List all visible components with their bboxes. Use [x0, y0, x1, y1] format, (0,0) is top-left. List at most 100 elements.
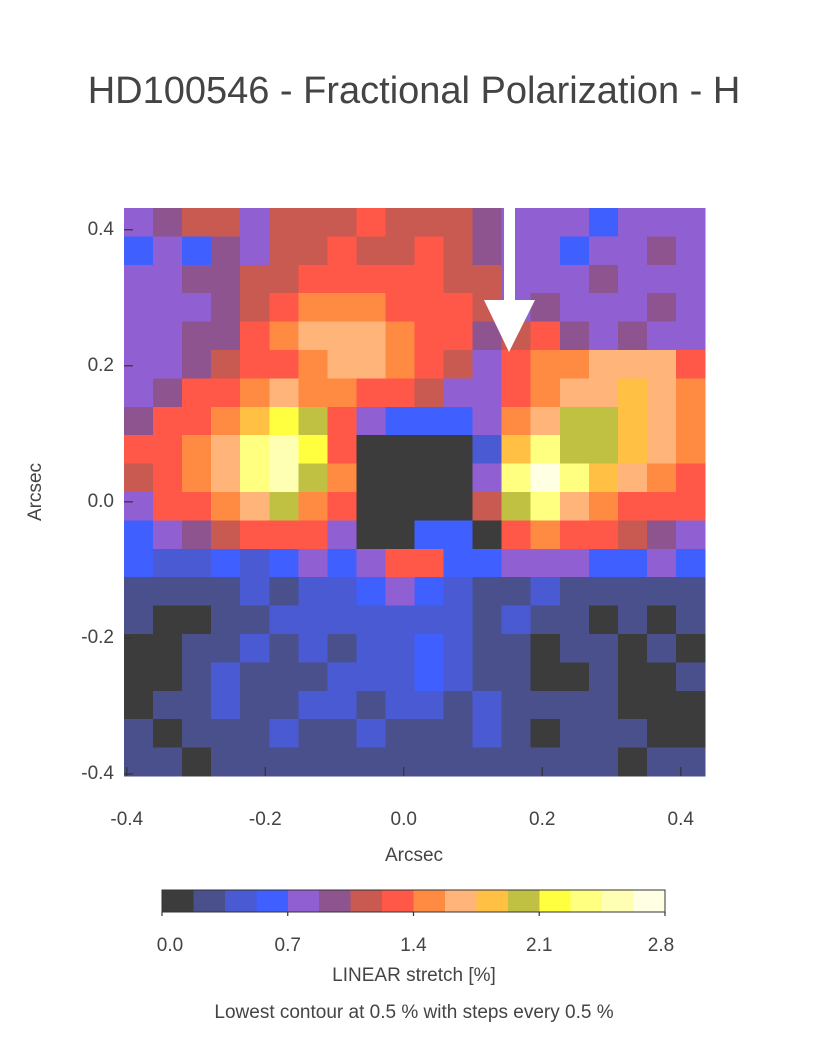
heatmap-cell — [646, 406, 677, 436]
heatmap-cell — [617, 747, 648, 777]
heatmap-cell — [617, 406, 648, 436]
heatmap-cell — [501, 520, 532, 550]
heatmap-cell — [646, 236, 677, 266]
heatmap-cell — [269, 605, 299, 635]
heatmap-cell — [472, 406, 503, 436]
colorbar-swatch — [539, 890, 572, 912]
heatmap-cell — [356, 747, 387, 777]
colorbar-tick-label: 0.0 — [157, 935, 183, 956]
heatmap-cell — [559, 690, 590, 720]
heatmap-cell — [443, 719, 474, 749]
heatmap-cell — [356, 378, 387, 408]
heatmap-cell — [588, 548, 619, 578]
heatmap-cell — [617, 378, 648, 408]
heatmap-cell — [153, 406, 183, 436]
heatmap-cell — [240, 350, 270, 379]
heatmap-cell — [617, 548, 648, 578]
heatmap-cell — [385, 719, 416, 749]
heatmap-cell — [124, 662, 154, 692]
heatmap-cell — [240, 605, 270, 635]
heatmap-cell — [501, 662, 532, 692]
heatmap-cell — [675, 406, 706, 436]
heatmap-cell — [472, 548, 503, 578]
heatmap-cell — [559, 208, 590, 237]
heatmap-cell — [617, 634, 648, 663]
heatmap-cell — [327, 435, 357, 465]
colorbar-swatch — [193, 890, 226, 912]
heatmap-cell — [588, 662, 619, 692]
heatmap-cell — [153, 719, 183, 749]
heatmap-cell — [385, 321, 416, 351]
heatmap-cell — [588, 350, 619, 379]
heatmap-cell — [472, 662, 503, 692]
heatmap-cell — [124, 548, 154, 578]
heatmap-cell — [298, 236, 328, 266]
heatmap-cell — [443, 350, 474, 379]
heatmap-cell — [356, 719, 387, 749]
heatmap-cell — [240, 577, 270, 607]
heatmap-cell — [327, 350, 357, 379]
heatmap-cell — [501, 350, 532, 379]
heatmap-cell — [443, 520, 474, 550]
heatmap-cell — [472, 264, 503, 294]
heatmap-cell — [298, 293, 328, 323]
colorbar-swatch — [633, 890, 666, 912]
heatmap-cell — [501, 378, 532, 408]
heatmap-cell — [617, 435, 648, 465]
heatmap-cell — [124, 577, 154, 607]
heatmap-cell — [675, 378, 706, 408]
heatmap-cell — [269, 634, 299, 663]
heatmap-cell — [443, 378, 474, 408]
heatmap-cell — [240, 208, 270, 237]
heatmap-cell — [559, 378, 590, 408]
heatmap-cell — [559, 350, 590, 379]
heatmap-cell — [182, 236, 212, 266]
heatmap-cell — [153, 662, 183, 692]
heatmap-cell — [298, 577, 328, 607]
heatmap — [124, 208, 706, 777]
heatmap-cell — [211, 662, 241, 692]
heatmap-cell — [472, 492, 503, 521]
y-tick-label: 0.2 — [88, 355, 114, 376]
heatmap-cell — [559, 264, 590, 294]
heatmap-cell — [240, 634, 270, 663]
heatmap-cell — [414, 634, 445, 663]
heatmap-cell — [124, 236, 154, 266]
colorbar-swatch — [602, 890, 635, 912]
heatmap-cell — [327, 264, 357, 294]
heatmap-cell — [443, 690, 474, 720]
heatmap-cell — [675, 435, 706, 465]
colorbar-swatch — [224, 890, 257, 912]
heatmap-cell — [675, 321, 706, 351]
heatmap-cell — [646, 463, 677, 493]
heatmap-cell — [443, 435, 474, 465]
heatmap-cell — [385, 492, 416, 521]
colorbar-tick-label: 1.4 — [400, 935, 427, 956]
heatmap-cell — [588, 293, 619, 323]
heatmap-cell — [414, 435, 445, 465]
chart-title: HD100546 - Fractional Polarization - H — [88, 70, 741, 112]
heatmap-cell — [675, 264, 706, 294]
heatmap-cell — [269, 378, 299, 408]
heatmap-cell — [327, 719, 357, 749]
heatmap-cell — [385, 236, 416, 266]
heatmap-cell — [414, 719, 445, 749]
colorbar-swatch — [319, 890, 352, 912]
heatmap-cell — [211, 520, 241, 550]
heatmap-cell — [414, 321, 445, 351]
heatmap-cell — [182, 605, 212, 635]
heatmap-cell — [269, 548, 299, 578]
heatmap-cell — [269, 520, 299, 550]
heatmap-cell — [211, 690, 241, 720]
x-tick-label: -0.4 — [110, 809, 143, 830]
heatmap-cell — [298, 690, 328, 720]
heatmap-cell — [269, 719, 299, 749]
heatmap-cell — [501, 690, 532, 720]
heatmap-cell — [675, 520, 706, 550]
heatmap-cell — [153, 520, 183, 550]
heatmap-cell — [269, 690, 299, 720]
heatmap-cell — [124, 293, 154, 323]
heatmap-cell — [211, 747, 241, 777]
heatmap-cell — [588, 378, 619, 408]
